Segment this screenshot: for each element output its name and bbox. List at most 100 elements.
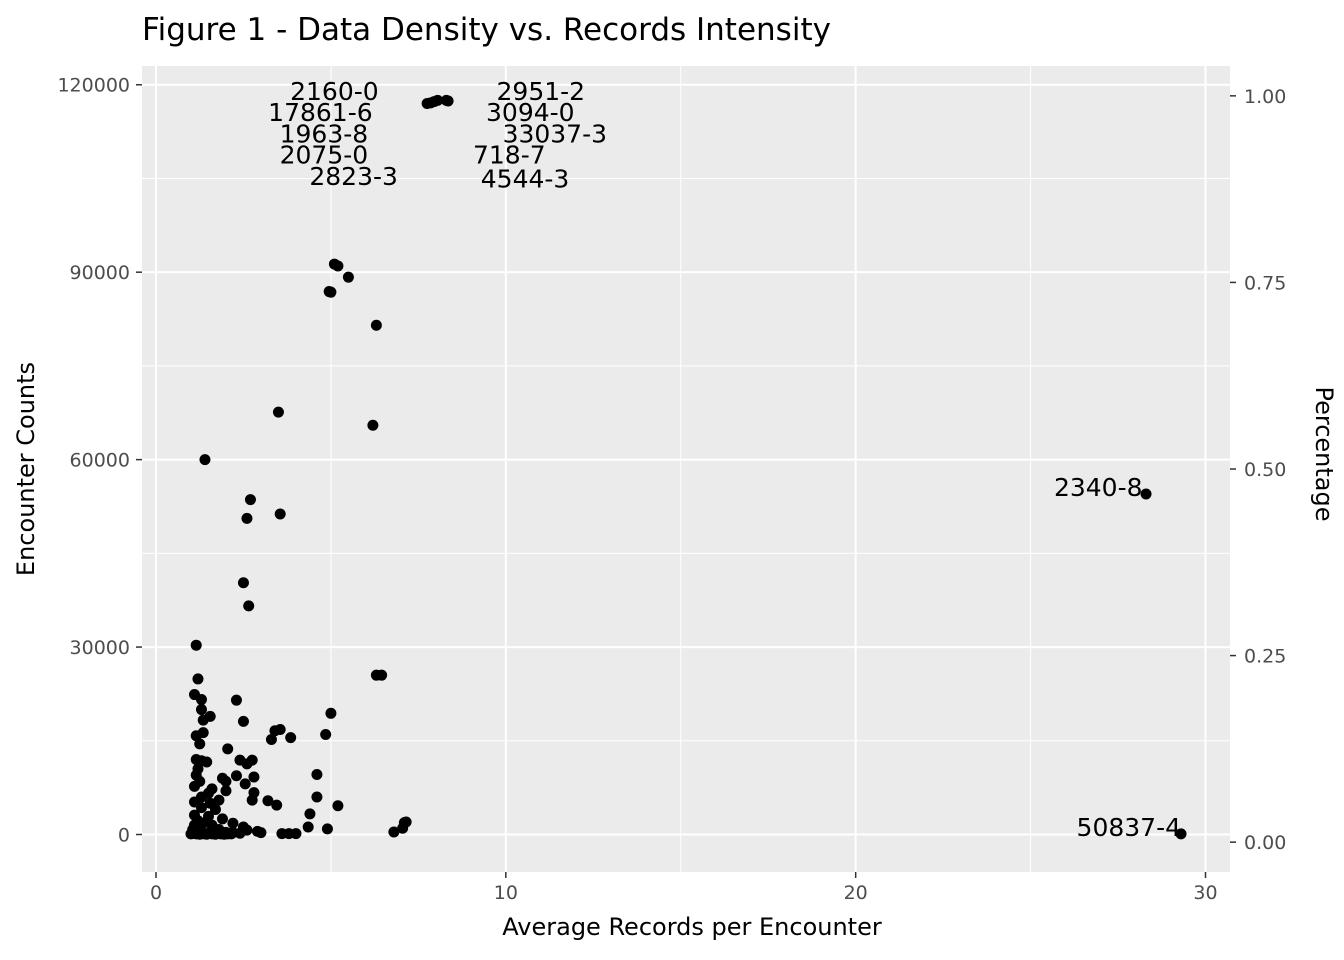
minor-gridlines — [142, 66, 1230, 872]
data-point — [239, 778, 251, 790]
data-point — [274, 508, 286, 520]
point-label: 2823-3 — [309, 162, 398, 191]
x-axis-title: Average Records per Encounter — [502, 913, 882, 941]
data-point — [1175, 828, 1187, 840]
y2-tick-label: 0.25 — [1244, 646, 1286, 668]
data-point — [241, 512, 253, 524]
point-label: 17861-6 — [268, 98, 372, 127]
data-point — [197, 714, 209, 726]
data-point — [243, 600, 255, 612]
data-point — [209, 804, 221, 816]
data-point — [201, 756, 213, 768]
chart-title: Figure 1 - Data Density vs. Records Inte… — [142, 12, 831, 48]
x-tick-label: 20 — [844, 882, 868, 904]
data-point — [272, 406, 284, 418]
y-tick-label: 30000 — [70, 637, 130, 659]
data-point — [285, 732, 297, 744]
y-tick-label: 120000 — [57, 75, 130, 97]
data-point — [269, 725, 281, 737]
data-point — [265, 734, 277, 746]
data-point — [367, 419, 379, 431]
y2-tick-label: 0.75 — [1244, 272, 1286, 294]
data-point — [194, 738, 206, 750]
y-tick-label: 90000 — [70, 262, 130, 284]
point-label: 2951-2 — [497, 77, 586, 106]
point-label: 2340-8 — [1054, 473, 1143, 502]
data-point — [370, 319, 382, 331]
y-axis: 0 30000 60000 90000 120000 — [57, 75, 142, 847]
plot-panel — [142, 66, 1230, 872]
y2-tick-label: 0.50 — [1244, 459, 1286, 481]
x-tick-label: 10 — [494, 882, 518, 904]
data-point — [244, 494, 256, 506]
data-point — [332, 260, 344, 272]
data-point — [237, 715, 249, 727]
data-point — [190, 639, 202, 651]
data-point — [432, 94, 444, 106]
data-point — [321, 823, 333, 835]
data-points — [185, 94, 1187, 840]
data-point — [209, 828, 221, 840]
data-point — [241, 758, 253, 770]
point-label: 1963-8 — [280, 119, 369, 148]
secondary-y-axis-title: Percentage — [1310, 386, 1338, 521]
data-point — [195, 694, 207, 706]
data-point — [230, 770, 242, 782]
x-tick-label: 30 — [1193, 882, 1217, 904]
data-point — [320, 729, 332, 741]
data-point — [220, 785, 232, 797]
data-point — [201, 828, 213, 840]
data-point — [213, 794, 225, 806]
data-point — [271, 799, 283, 811]
point-label: 718-7 — [473, 141, 546, 170]
data-point — [325, 707, 337, 719]
data-point — [342, 271, 354, 283]
y-tick-label: 0 — [118, 825, 130, 847]
point-label: 2160-0 — [290, 77, 379, 106]
secondary-y-axis: 0.00 0.25 0.50 0.75 1.00 — [1230, 86, 1286, 854]
data-point — [302, 821, 314, 833]
y2-tick-label: 1.00 — [1244, 86, 1286, 108]
data-point — [195, 802, 207, 814]
y-axis-title: Encounter Counts — [12, 362, 40, 576]
point-label: 50837-4 — [1077, 813, 1181, 842]
data-point — [192, 673, 204, 685]
data-point — [311, 791, 323, 803]
data-point — [290, 828, 302, 840]
data-point — [1140, 488, 1152, 500]
data-point — [222, 743, 234, 755]
x-axis: 0 10 20 30 — [150, 872, 1218, 904]
y2-tick-label: 0.00 — [1244, 832, 1286, 854]
data-point — [199, 454, 211, 466]
data-point — [248, 771, 260, 783]
data-point — [246, 794, 258, 806]
data-point — [230, 694, 242, 706]
data-point — [220, 775, 232, 787]
data-point — [227, 817, 239, 829]
data-point — [218, 828, 230, 840]
data-point — [304, 808, 316, 820]
y-tick-label: 60000 — [70, 450, 130, 472]
data-point — [397, 822, 409, 834]
point-label: 3094-0 — [486, 98, 575, 127]
data-point — [332, 800, 344, 812]
major-gridlines — [142, 66, 1230, 872]
data-point — [323, 286, 335, 298]
data-point — [442, 95, 454, 107]
data-point — [262, 795, 274, 807]
point-label: 33037-3 — [503, 119, 607, 148]
data-point — [195, 704, 207, 716]
data-point — [216, 813, 228, 825]
point-label: 4544-3 — [481, 164, 570, 193]
data-point — [255, 827, 267, 839]
data-point — [237, 577, 249, 589]
data-point — [376, 669, 388, 681]
point-label: 2075-0 — [280, 141, 369, 170]
data-point — [188, 780, 200, 792]
x-tick-label: 0 — [150, 882, 162, 904]
data-point — [234, 827, 246, 839]
data-point — [311, 769, 323, 781]
